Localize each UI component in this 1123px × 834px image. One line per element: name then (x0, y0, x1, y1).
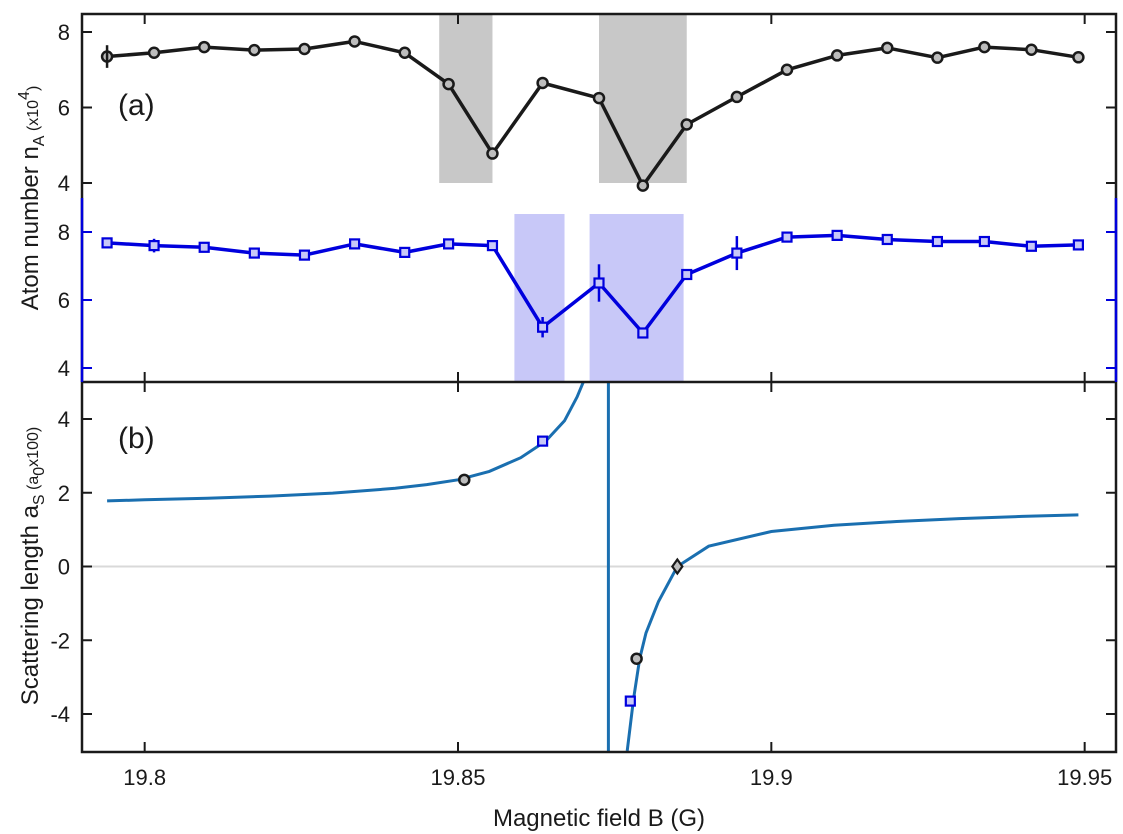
blue-band-1 (514, 214, 565, 382)
upper-data-point (248, 43, 261, 57)
scattering-marker-circle (458, 473, 471, 487)
b-ytick-label: -2 (50, 628, 70, 653)
lower-data-point (298, 249, 311, 261)
lower-data-point (399, 246, 411, 258)
lower-data-point (443, 238, 455, 250)
scattering-marker-square (536, 435, 549, 447)
lower-data-point (198, 241, 210, 253)
axes (80, 12, 1118, 754)
y-axis-title-b-part: (a (25, 476, 42, 495)
scattering-curve-left-branch (107, 382, 585, 503)
y-axis-title-b-part: 0 (31, 467, 48, 476)
y-axis-title-a: Atom number nA (x104) (16, 86, 48, 311)
lower-data-point (1025, 240, 1038, 252)
data-series (100, 35, 1085, 752)
lower-data-point (593, 277, 605, 289)
gray-band-1 (439, 14, 493, 183)
lower-data-point (248, 247, 260, 259)
y-axis-title-b: Scattering length aS (a0x100) (17, 427, 48, 705)
scattering-marker-diamond (670, 557, 684, 576)
lower-data-point (931, 235, 944, 248)
y-axis-title-a-part: ) (25, 86, 42, 91)
gray-band-2 (599, 14, 687, 183)
panel-label-a: (a) (118, 89, 155, 122)
b-ytick-label: 0 (58, 555, 70, 580)
upper-data-point (197, 40, 211, 54)
lower-data-point (148, 240, 160, 252)
xtick-label: 19.9 (750, 765, 793, 790)
x-axis-title: Magnetic field B (G) (493, 805, 705, 832)
lower-data-point (101, 237, 113, 249)
upper-data-point (147, 46, 161, 60)
upper-data-point (978, 40, 991, 54)
lower-data-point (536, 321, 549, 333)
axis-text: 4 6 8 4 6 8 -4 -2 0 2 4 19.8 19.85 19.9 19.95 (a) (b) Mag… (16, 20, 1112, 832)
upper-data-point (636, 179, 650, 192)
upper-ytick-label: 6 (58, 96, 70, 121)
y-axis-title-b-part: Scattering length a (17, 504, 44, 705)
lower-data-point (881, 233, 893, 246)
y-axis-title-a-part: A (31, 135, 48, 146)
upper-data-point (931, 51, 944, 64)
xtick-label: 19.8 (123, 765, 166, 790)
lower-data-point (681, 268, 693, 281)
upper-data-point (830, 49, 844, 62)
lower-data-point (978, 235, 991, 248)
lower-ytick-label: 8 (58, 220, 70, 245)
upper-data-point (881, 41, 894, 55)
upper-data-point (730, 90, 744, 104)
upper-data-point (486, 147, 499, 160)
lower-ytick-label: 4 (58, 356, 70, 381)
upper-data-point (398, 46, 411, 60)
upper-data-point (1025, 43, 1038, 56)
panel-label-b: (b) (118, 422, 155, 455)
upper-data-point (298, 42, 311, 56)
lower-data-point (781, 231, 793, 243)
upper-ytick-label: 8 (58, 20, 70, 45)
y-axis-title-b-part: x100) (25, 427, 42, 467)
y-axis-title-b-part: S (31, 494, 48, 505)
upper-data-point (442, 77, 455, 91)
upper-data-point (680, 118, 693, 131)
lower-data-point (637, 327, 649, 339)
b-ytick-label: 2 (58, 481, 70, 506)
xtick-label: 19.85 (430, 765, 485, 790)
lower-data-point (349, 238, 361, 250)
lower-data-point (1072, 239, 1085, 251)
lower-data-point (731, 247, 743, 259)
scattering-marker-circle (630, 652, 643, 665)
upper-data-point (536, 76, 549, 90)
upper-data-point (592, 91, 606, 105)
upper-ytick-label: 4 (58, 171, 70, 196)
b-ytick-label: -4 (50, 702, 70, 727)
upper-data-point (780, 63, 794, 76)
xtick-label: 19.95 (1057, 765, 1112, 790)
y-axis-title-a-part: (x10 (25, 100, 42, 136)
lower-ytick-label: 6 (58, 288, 70, 313)
y-axis-title-a-part: Atom number n (17, 146, 44, 310)
shaded-bands (439, 14, 687, 382)
b-ytick-label: 4 (58, 407, 70, 432)
y-axis-title-a-part: 4 (16, 91, 33, 100)
upper-data-point (348, 35, 361, 48)
scattering-marker-square (624, 695, 636, 707)
lower-data-point (831, 229, 843, 241)
lower-data-point (486, 240, 499, 252)
upper-data-point (1072, 51, 1085, 64)
